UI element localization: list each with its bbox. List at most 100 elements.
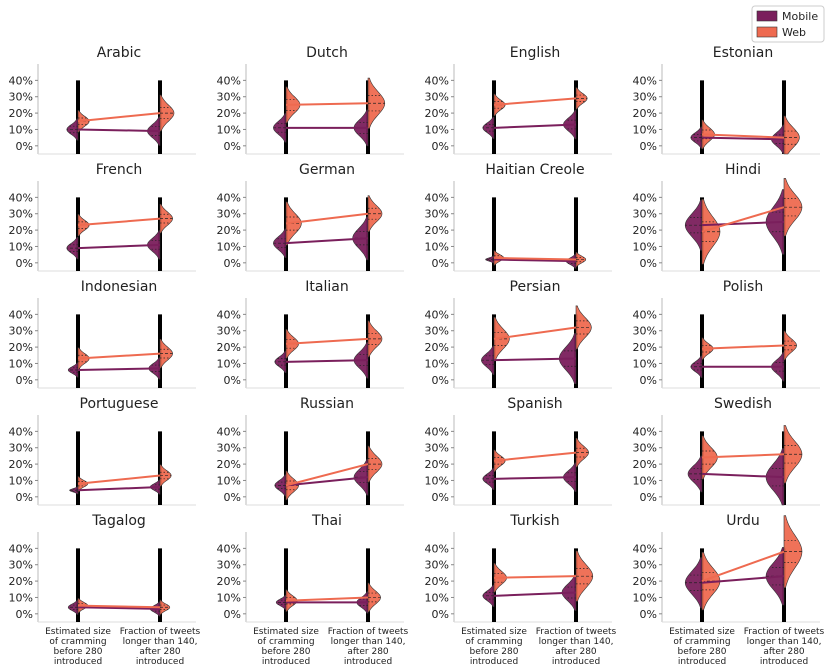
category-label-line: introduced — [470, 657, 518, 667]
y-tick-label: 20% — [217, 575, 241, 588]
mobile-median-line — [285, 359, 369, 363]
legend-label-mobile[interactable]: Mobile — [782, 10, 818, 23]
panel-title: Arabic — [97, 45, 141, 61]
panel-french: French 0% 10% 20% 30% 40% — [9, 162, 196, 272]
y-tick-label: 40% — [9, 191, 33, 204]
web-median-line — [285, 212, 369, 225]
violin-mobile — [67, 362, 79, 378]
y-tick-label: 10% — [425, 240, 449, 253]
y-tick-label: 10% — [9, 591, 33, 604]
web-median-line — [701, 344, 785, 350]
violin-web — [159, 599, 171, 615]
mobile-median-line — [77, 606, 161, 610]
category-label-line: after 280 — [763, 647, 805, 657]
y-tick-label: 10% — [633, 591, 657, 604]
panel-polish: Polish 0% 10% 20% 30% 40% — [633, 279, 820, 389]
web-median-line — [493, 575, 577, 579]
y-tick-label: 30% — [9, 442, 33, 455]
mobile-median-line — [493, 591, 577, 597]
category-labels: Estimated size of cramming before 280 intro… — [45, 627, 824, 667]
panel-title: Portuguese — [80, 396, 159, 412]
violin-mobile — [67, 599, 79, 615]
panel-title: Haitian Creole — [485, 162, 584, 178]
category-label-line: introduced — [262, 657, 310, 667]
y-tick-label: 20% — [217, 224, 241, 237]
panel-turkish: Turkish 0% 10% 20% 30% 40% — [425, 513, 612, 623]
y-tick-label: 10% — [425, 591, 449, 604]
mobile-median-line — [77, 367, 161, 371]
panel-hindi: Hindi 0% 10% 20% 30% 40% — [633, 162, 820, 272]
y-tick-label: 20% — [425, 224, 449, 237]
web-median-line — [77, 217, 161, 227]
panels-layer: Arabic 0% 10% 20% 30% 40% Dutch 0% 10% 20% 30% 40% E… — [9, 45, 820, 623]
panel-persian: Persian 0% 10% 20% 30% 40% — [425, 279, 612, 389]
category-label-line: introduced — [678, 657, 726, 667]
violin-web — [783, 178, 803, 237]
y-tick-label: 10% — [9, 240, 33, 253]
panel-title: Dutch — [306, 45, 348, 61]
category-label: Estimated size of cramming before 280 intro… — [461, 627, 527, 667]
web-median-line — [285, 463, 369, 487]
category-label-line: introduced — [54, 657, 102, 667]
violin-mobile — [485, 255, 495, 264]
category-label-line: introduced — [344, 657, 392, 667]
panel-title: Indonesian — [81, 279, 158, 295]
category-label-line: Fraction of tweets — [120, 627, 201, 637]
y-tick-label: 30% — [9, 208, 33, 221]
y-tick-label: 30% — [9, 91, 33, 104]
y-tick-label: 30% — [9, 325, 33, 338]
web-median-line — [285, 337, 369, 345]
y-tick-label: 30% — [633, 325, 657, 338]
y-tick-label: 20% — [9, 341, 33, 354]
y-tick-label: 20% — [9, 107, 33, 120]
category-label-line: before 280 — [677, 647, 726, 657]
panel-german: German 0% 10% 20% 30% 40% — [217, 162, 404, 272]
y-tick-label: 30% — [633, 91, 657, 104]
violin-mobile — [684, 557, 703, 609]
category-label-line: Fraction of tweets — [744, 627, 825, 637]
y-tick-label: 10% — [217, 123, 241, 136]
category-label-line: introduced — [760, 657, 808, 667]
violin-web — [783, 425, 803, 484]
y-tick-label: 30% — [425, 559, 449, 572]
y-tick-label: 0% — [432, 140, 449, 153]
violin-web — [783, 515, 803, 588]
y-tick-label: 20% — [425, 341, 449, 354]
y-tick-label: 40% — [633, 425, 657, 438]
category-label-line: longer than 140, — [747, 637, 822, 647]
legend[interactable]: Mobile Web — [751, 5, 825, 43]
panel-title: Italian — [305, 279, 348, 295]
y-tick-label: 40% — [217, 425, 241, 438]
panel-title: Hindi — [725, 162, 761, 178]
y-tick-label: 30% — [425, 325, 449, 338]
panel-title: German — [299, 162, 355, 178]
y-tick-label: 30% — [633, 442, 657, 455]
panel-title: Estonian — [713, 45, 773, 61]
y-tick-label: 10% — [633, 123, 657, 136]
legend-swatch-mobile[interactable] — [756, 10, 778, 22]
category-label-line: before 280 — [261, 647, 310, 657]
panel-arabic: Arabic 0% 10% 20% 30% 40% — [9, 45, 196, 155]
y-tick-label: 20% — [633, 458, 657, 471]
y-tick-label: 40% — [425, 308, 449, 321]
y-tick-label: 40% — [425, 425, 449, 438]
mobile-median-line — [701, 472, 785, 479]
y-tick-label: 20% — [217, 458, 241, 471]
y-tick-label: 30% — [425, 442, 449, 455]
mobile-median-line — [493, 258, 577, 263]
category-label-line: Estimated size — [461, 627, 527, 637]
legend-swatch-web[interactable] — [756, 26, 778, 38]
y-tick-label: 20% — [9, 224, 33, 237]
y-tick-label: 10% — [633, 240, 657, 253]
y-tick-label: 40% — [9, 542, 33, 555]
y-tick-label: 0% — [224, 491, 241, 504]
y-tick-label: 0% — [224, 608, 241, 621]
legend-label-web[interactable]: Web — [782, 26, 806, 39]
y-tick-label: 30% — [9, 559, 33, 572]
y-tick-label: 30% — [633, 208, 657, 221]
y-tick-label: 30% — [633, 559, 657, 572]
y-tick-label: 0% — [16, 608, 33, 621]
panel-thai: Thai 0% 10% 20% 30% 40% — [217, 513, 404, 623]
panel-italian: Italian 0% 10% 20% 30% 40% — [217, 279, 404, 389]
